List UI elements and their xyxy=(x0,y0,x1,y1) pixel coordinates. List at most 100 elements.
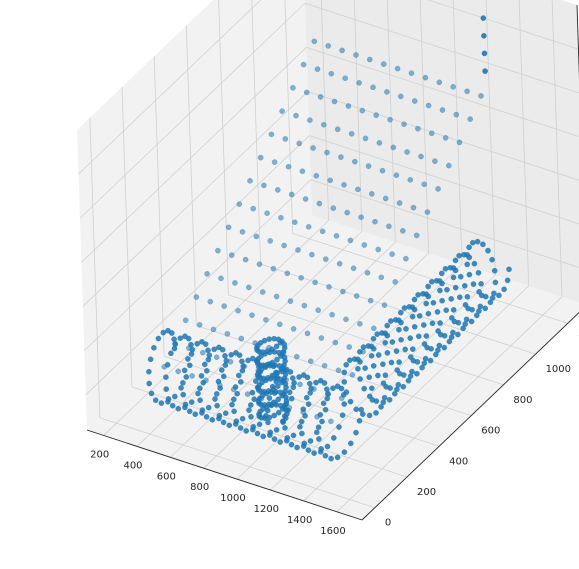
data-point xyxy=(329,311,335,318)
data-point xyxy=(194,340,200,347)
data-point xyxy=(366,56,373,63)
data-point xyxy=(267,429,274,436)
data-point xyxy=(368,191,375,197)
data-point xyxy=(274,356,280,363)
data-point xyxy=(341,401,348,407)
data-point xyxy=(321,362,328,369)
data-point xyxy=(258,395,265,402)
data-point xyxy=(277,439,284,445)
data-point xyxy=(309,251,315,258)
data-point xyxy=(151,344,157,351)
data-point xyxy=(421,341,428,347)
data-point xyxy=(278,214,284,221)
data-point xyxy=(274,187,281,193)
data-point xyxy=(420,322,427,328)
data-points xyxy=(146,15,512,462)
data-point xyxy=(506,266,512,273)
data-point xyxy=(177,335,184,342)
data-point xyxy=(415,333,422,340)
data-point xyxy=(387,318,394,324)
data-point xyxy=(269,372,276,379)
data-point xyxy=(414,370,420,377)
data-point xyxy=(183,374,190,380)
data-point xyxy=(356,417,363,424)
data-point xyxy=(392,279,399,285)
gridline xyxy=(427,0,579,50)
data-point xyxy=(328,418,334,425)
data-point xyxy=(448,315,455,321)
data-point xyxy=(265,374,271,381)
data-point xyxy=(199,407,206,413)
data-point xyxy=(326,284,332,290)
data-point xyxy=(296,140,303,147)
data-point xyxy=(266,414,273,421)
data-point xyxy=(334,383,341,390)
data-point xyxy=(421,181,428,188)
data-point xyxy=(273,427,280,433)
data-point xyxy=(235,372,242,379)
data-point xyxy=(358,214,364,220)
data-point xyxy=(280,419,286,426)
tick-labels: 200 400 600 800 1000 1200 1400 1600 0 200 400 600 80… xyxy=(90,333,579,537)
data-point xyxy=(349,371,356,378)
data-point xyxy=(307,358,314,365)
data-point xyxy=(171,393,178,400)
data-point xyxy=(415,292,421,298)
data-point xyxy=(286,404,293,411)
data-point xyxy=(276,321,283,328)
x-tick-label: 1600 xyxy=(320,526,345,537)
data-point xyxy=(315,424,322,431)
y-tick-label: 800 xyxy=(513,395,532,406)
data-point xyxy=(334,126,341,133)
data-point xyxy=(370,325,377,332)
floor-pane xyxy=(87,215,579,520)
data-point xyxy=(147,356,154,363)
gridline xyxy=(82,91,309,307)
data-point xyxy=(256,261,263,268)
data-point xyxy=(373,112,380,118)
data-point xyxy=(443,307,450,314)
data-point xyxy=(178,385,184,391)
data-point xyxy=(218,275,224,282)
data-point xyxy=(305,447,312,454)
data-point xyxy=(430,299,437,306)
data-point xyxy=(155,335,162,342)
data-point xyxy=(152,397,159,404)
data-point xyxy=(481,33,487,39)
data-point xyxy=(435,328,441,334)
data-point xyxy=(348,130,355,137)
data-point xyxy=(441,332,448,339)
data-point xyxy=(462,321,469,327)
data-point xyxy=(373,398,380,404)
y-tick-label: 0 xyxy=(385,518,391,529)
data-point xyxy=(237,379,244,385)
data-point xyxy=(314,413,320,420)
data-point xyxy=(421,360,428,367)
gridline xyxy=(164,355,440,447)
gridline xyxy=(336,296,563,513)
data-point xyxy=(198,373,205,379)
data-point xyxy=(182,333,188,340)
data-point xyxy=(297,423,303,430)
data-point xyxy=(318,446,325,452)
data-point xyxy=(238,335,245,342)
data-point xyxy=(435,186,441,192)
data-point xyxy=(365,163,372,169)
data-point xyxy=(476,308,482,314)
data-point xyxy=(372,218,378,225)
data-point xyxy=(416,313,423,319)
data-point xyxy=(448,296,455,302)
data-point xyxy=(464,261,471,268)
data-point xyxy=(387,385,393,391)
data-point xyxy=(452,257,459,264)
data-point xyxy=(359,107,366,114)
data-point xyxy=(344,209,351,216)
data-point xyxy=(252,378,259,384)
data-point xyxy=(201,361,208,368)
data-point xyxy=(211,346,217,353)
data-point xyxy=(362,135,369,142)
data-point xyxy=(411,323,418,330)
data-point xyxy=(268,131,275,138)
data-point xyxy=(280,349,286,355)
data-point xyxy=(422,355,429,362)
